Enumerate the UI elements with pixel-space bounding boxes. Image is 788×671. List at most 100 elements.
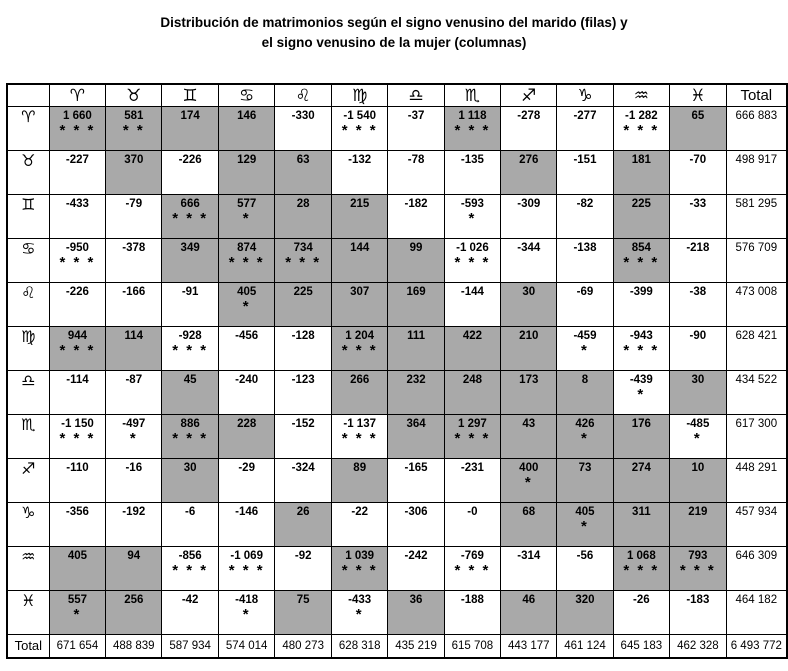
page-title: Distribución de matrimonios según el sig… <box>0 13 788 54</box>
cell-value: -928 <box>178 329 202 342</box>
cell-value: -226 <box>65 285 89 298</box>
significance-stars: * * * <box>228 561 265 579</box>
cell-value: -128 <box>291 329 315 342</box>
cell-value: 370 <box>124 153 144 166</box>
cell-taurus-cancer: 129 <box>217 149 276 195</box>
total-row-label: Total <box>6 633 50 659</box>
cell-pisces-virgo: -433 * <box>330 589 389 635</box>
cell-value: 173 <box>519 373 539 386</box>
cell-value: -378 <box>122 241 146 254</box>
cell-aquarius-aries: 405 <box>48 545 107 591</box>
cell-value: -144 <box>460 285 484 298</box>
cell-value: 854 <box>631 241 651 254</box>
cell-value: -1 026 <box>456 241 489 254</box>
cell-value: -231 <box>460 461 484 474</box>
cell-libra-libra: 232 <box>387 369 445 415</box>
cell-pisces-leo: 75 <box>274 589 332 635</box>
significance-stars: * <box>581 517 589 535</box>
cell-value: -135 <box>460 153 484 166</box>
cell-value: -218 <box>686 241 710 254</box>
cell-value: 1 068 <box>626 549 656 562</box>
cell-virgo-libra: 111 <box>387 325 445 371</box>
cell-virgo-pisces: -90 <box>669 325 727 371</box>
cell-virgo-aquarius: -943 * * * <box>612 325 671 371</box>
cell-cancer-aquarius: 854 * * * <box>612 237 671 283</box>
cell-value: 886 <box>180 417 200 430</box>
cell-value: 43 <box>522 417 536 430</box>
row-total-libra: 434 522 <box>725 369 788 415</box>
cell-sagittarius-aries: -110 <box>48 457 107 503</box>
cell-value: 400 <box>519 461 539 474</box>
cell-value: -114 <box>66 373 89 386</box>
cell-aquarius-scorpio: -769 * * * <box>443 545 502 591</box>
cell-value: 219 <box>688 505 708 518</box>
cell-scorpio-aquarius: 176 <box>612 413 671 459</box>
column-total-leo: 480 273 <box>274 633 332 659</box>
cell-value: -166 <box>122 285 146 298</box>
cell-pisces-aries: 557 * <box>48 589 107 635</box>
significance-stars: * * * <box>623 341 660 359</box>
cell-value: 793 <box>688 549 708 562</box>
cell-value: -950 <box>65 241 89 254</box>
significance-stars: * * * <box>623 121 660 139</box>
cell-pisces-capricorn: 320 <box>556 589 614 635</box>
cell-scorpio-aries: -1 150 * * * <box>48 413 107 459</box>
cell-value: 426 <box>575 417 595 430</box>
cell-value: -70 <box>689 153 707 166</box>
cell-value: 405 <box>237 285 257 298</box>
cell-value: 30 <box>522 285 536 298</box>
cell-value: -37 <box>407 109 425 122</box>
cell-aquarius-virgo: 1 039 * * * <box>330 545 389 591</box>
cell-value: -182 <box>404 197 428 210</box>
cell-value: -1 137 <box>343 417 376 430</box>
cell-value: 26 <box>296 505 310 518</box>
cell-gemini-capricorn: -82 <box>556 193 614 239</box>
cell-libra-taurus: -87 <box>105 369 163 415</box>
cell-taurus-capricorn: -151 <box>556 149 614 195</box>
cell-capricorn-aries: -356 <box>48 501 107 547</box>
row-virgo: ♍ 944 * * * 114 -928 * * * -456 -128 1 204 * * * 1… <box>6 325 788 371</box>
cell-scorpio-leo: -152 <box>274 413 332 459</box>
significance-stars: * * * <box>341 121 378 139</box>
cell-value: -242 <box>404 549 428 562</box>
cell-value: -138 <box>573 241 597 254</box>
row-header-gemini: ♊ <box>6 193 50 239</box>
cell-pisces-pisces: -183 <box>669 589 727 635</box>
cell-gemini-pisces: -33 <box>669 193 727 239</box>
cell-value: -439 <box>629 373 653 386</box>
cell-scorpio-capricorn: 426 * <box>556 413 614 459</box>
significance-stars: * * * <box>59 253 96 271</box>
column-header-aries: ♈ <box>48 83 107 107</box>
cell-value: 274 <box>631 461 651 474</box>
cell-pisces-cancer: -418 * <box>217 589 276 635</box>
cell-gemini-cancer: 577 * <box>217 193 276 239</box>
significance-stars: * * * <box>454 121 491 139</box>
cell-value: 364 <box>406 417 426 430</box>
row-header-virgo: ♍ <box>6 325 50 371</box>
significance-stars: * <box>693 429 702 447</box>
column-header-cancer: ♋ <box>217 83 276 107</box>
cell-value: -226 <box>178 153 202 166</box>
cell-value: 73 <box>578 461 592 474</box>
cell-capricorn-scorpio: -0 <box>443 501 502 547</box>
cell-pisces-libra: 36 <box>387 589 445 635</box>
cell-value: -56 <box>576 549 594 562</box>
cell-capricorn-sagittarius: 68 <box>500 501 558 547</box>
row-header-capricorn: ♑ <box>6 501 50 547</box>
significance-stars: * <box>637 385 646 403</box>
cell-value: 10 <box>691 461 705 474</box>
cell-value: -309 <box>517 197 541 210</box>
row-total-sagittarius: 448 291 <box>725 457 788 503</box>
row-libra: ♎ -114 -87 45 -240 -123 266 232 248 173 8 -439 * 30 43… <box>6 369 788 415</box>
cell-libra-scorpio: 248 <box>443 369 502 415</box>
significance-stars: * * <box>122 121 145 139</box>
column-header-gemini: ♊ <box>161 83 219 107</box>
cell-value: 176 <box>631 417 651 430</box>
title-line-1: Distribución de matrimonios según el sig… <box>160 15 628 30</box>
cell-leo-gemini: -91 <box>161 281 219 327</box>
cell-cancer-sagittarius: -344 <box>500 237 558 283</box>
cell-value: -418 <box>235 593 259 606</box>
cell-value: -399 <box>629 285 653 298</box>
cell-value: -79 <box>125 197 143 210</box>
cell-value: -123 <box>291 373 315 386</box>
